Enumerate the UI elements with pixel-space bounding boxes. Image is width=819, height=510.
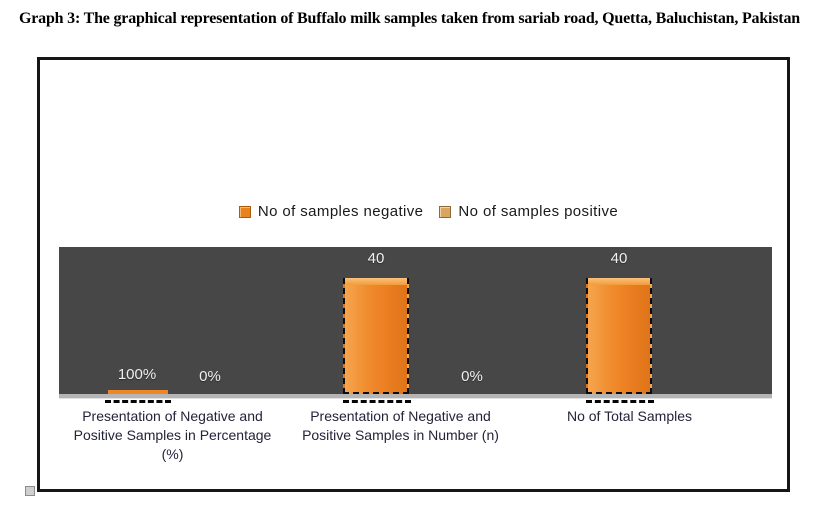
plot-area: 100% 0% 40 0% 40 (59, 247, 772, 394)
data-label-total-samples: 40 (610, 250, 628, 267)
data-label-positive-number: 0% (461, 368, 483, 385)
bar-foot-dashes-percentage (105, 400, 171, 403)
legend: No of samples negative No of samples pos… (40, 203, 787, 220)
chart-frame: No of samples negative No of samples pos… (37, 57, 790, 492)
bar-negative-number (343, 278, 409, 394)
legend-item-negative: No of samples negative (238, 203, 424, 220)
bar-foot-dashes-number (343, 400, 411, 403)
data-label-positive-percentage: 0% (199, 368, 221, 385)
x-axis-label-percentage: Presentation of Negative and Positive Sa… (73, 408, 272, 462)
legend-item-positive: No of samples positive (439, 203, 618, 220)
bar-foot-dashes-total (586, 400, 654, 403)
bar-negative-percentage (108, 390, 168, 394)
data-label-negative-number: 40 (367, 250, 385, 267)
chart-title: Graph 3: The graphical representation of… (19, 10, 800, 27)
legend-label-positive: No of samples positive (458, 203, 619, 220)
x-axis-label-total: No of Total Samples (566, 408, 693, 424)
legend-marker-positive-icon (439, 205, 452, 218)
data-label-negative-percentage: 100% (117, 366, 157, 383)
bar-total-samples (586, 278, 652, 394)
x-axis-label-number: Presentation of Negative and Positive Sa… (302, 408, 499, 443)
x-axis-baseline (59, 394, 772, 399)
selection-resize-handle[interactable] (25, 486, 35, 496)
legend-label-negative: No of samples negative (257, 203, 424, 220)
legend-marker-negative-icon (238, 205, 251, 218)
